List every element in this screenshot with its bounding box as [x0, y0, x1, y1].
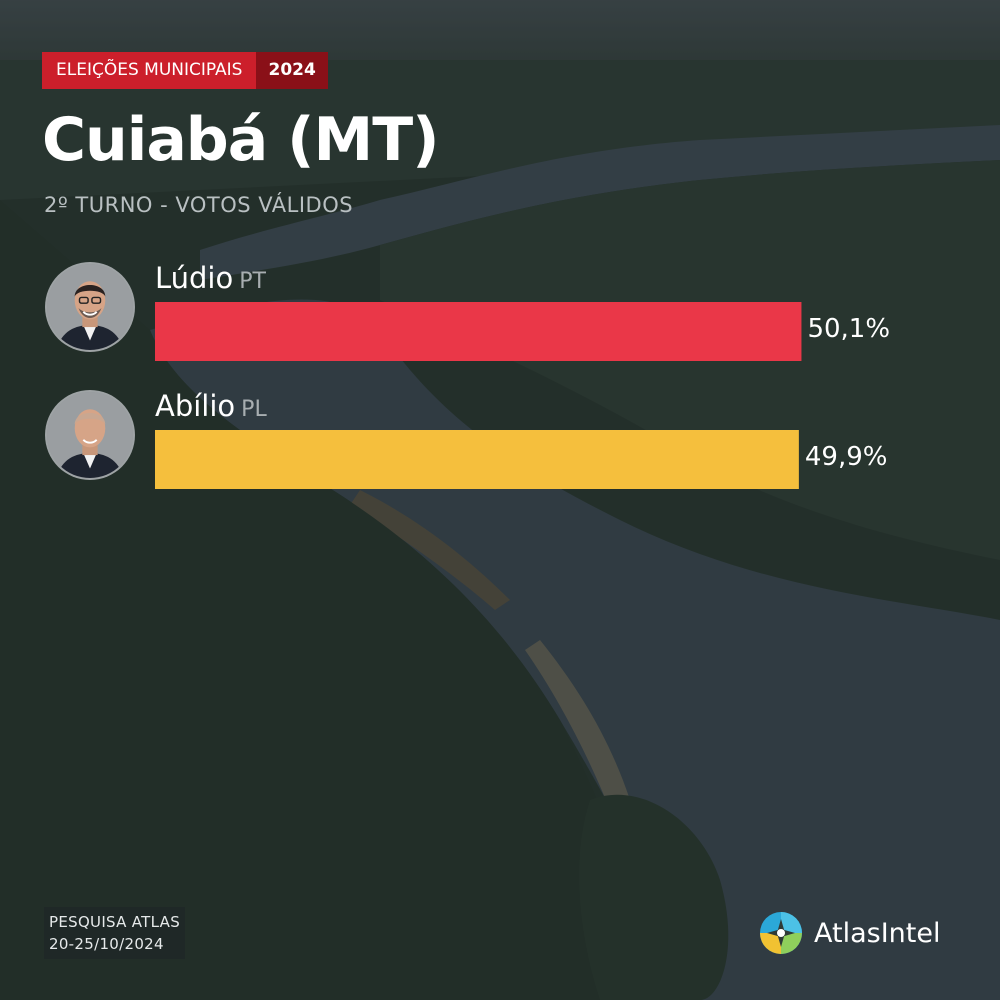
candidate-photo	[45, 390, 135, 480]
survey-source-dates: 20-25/10/2024	[49, 935, 164, 953]
brand-name: AtlasIntel	[814, 917, 941, 949]
chart-subtitle: 2º TURNO - VOTOS VÁLIDOS	[44, 193, 354, 217]
election-tag: ELEIÇÕES MUNICIPAIS 2024	[42, 52, 328, 89]
atlasintel-logo-icon	[760, 912, 802, 954]
candidate-label-1: Abílio PL	[155, 389, 267, 423]
survey-source: PESQUISA ATLAS 20-25/10/2024	[44, 907, 186, 959]
bar-value-label-0: 50,1%	[807, 314, 891, 344]
candidate-party: PL	[241, 397, 267, 422]
bar-value-label-1: 49,9%	[804, 442, 888, 472]
election-tag-label: ELEIÇÕES MUNICIPAIS	[42, 52, 257, 89]
election-tag-year: 2024	[256, 52, 328, 89]
candidate-photo	[45, 262, 135, 352]
candidate-name: Lúdio	[155, 261, 234, 295]
chart-title: Cuiabá (MT)	[42, 105, 440, 175]
brand: AtlasIntel	[758, 910, 940, 956]
candidate-label-0: Lúdio PT	[155, 261, 266, 295]
candidate-name: Abílio	[155, 389, 236, 423]
survey-source-name: PESQUISA ATLAS	[49, 913, 181, 931]
candidate-party: PT	[239, 269, 266, 294]
